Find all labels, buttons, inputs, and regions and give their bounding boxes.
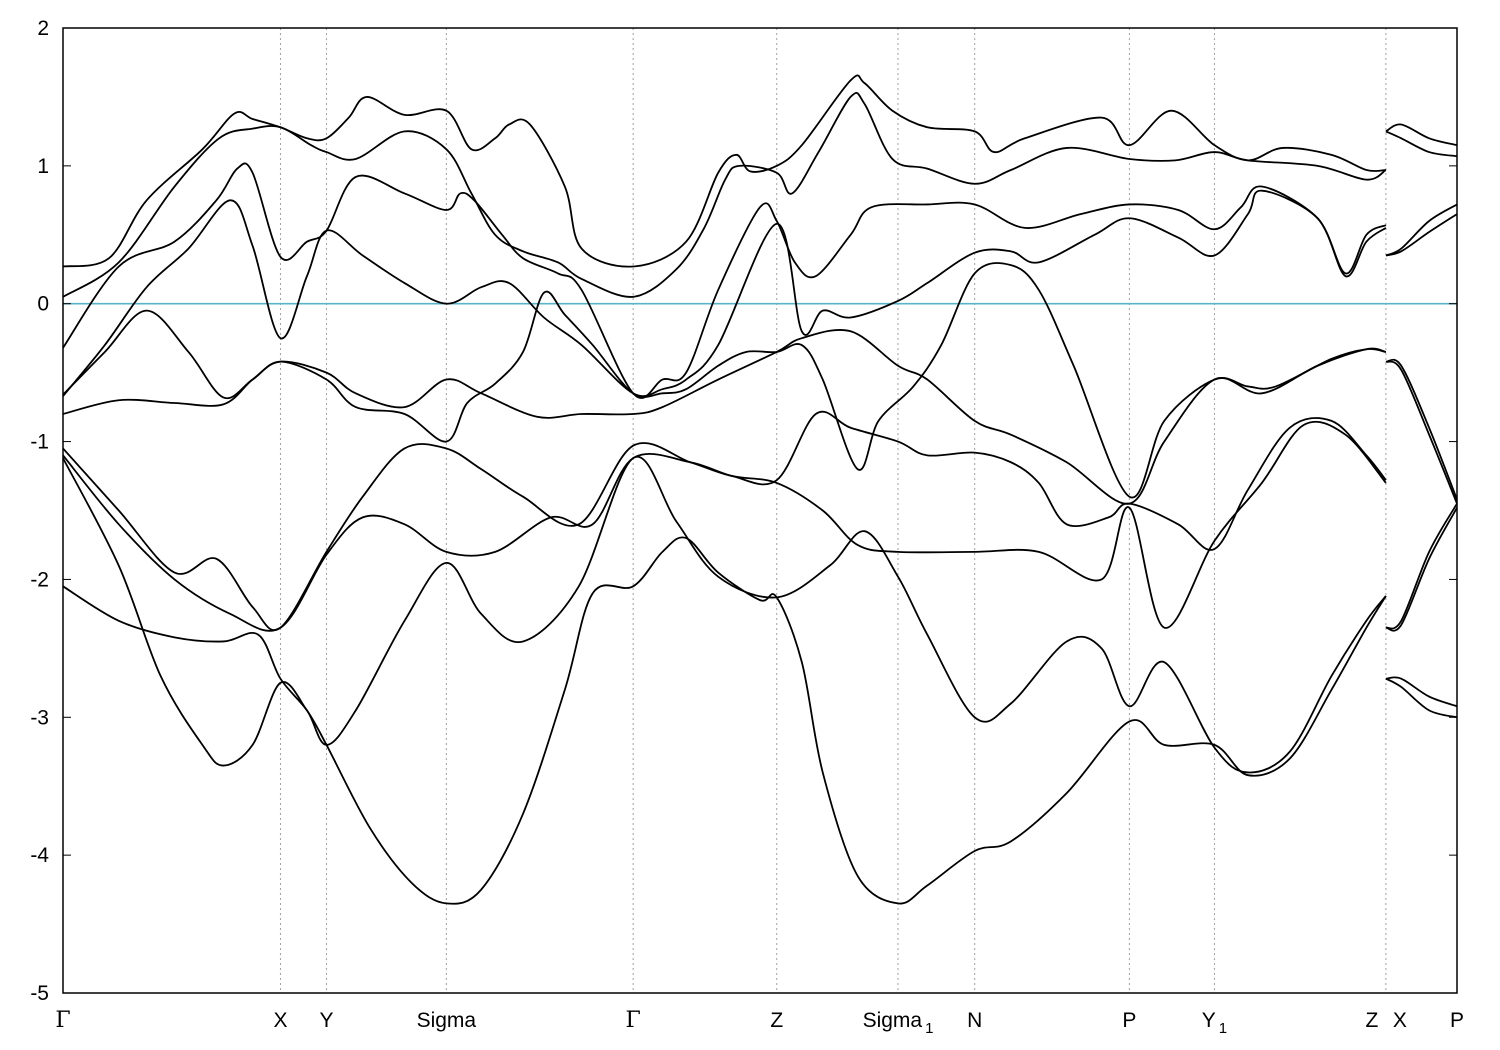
y-tick-label: -2	[30, 568, 49, 591]
plot-frame	[62, 27, 1458, 994]
band-line	[1385, 213, 1458, 257]
band-line	[1385, 203, 1458, 257]
band-line	[1385, 677, 1458, 719]
band-lines	[62, 74, 1458, 905]
band-line	[62, 455, 1387, 774]
x-axis: Γ X Y Sigma Γ Z Sigma 1 N P Y 1 Z X P	[55, 1008, 1464, 1037]
band-line	[1385, 358, 1458, 500]
x-tick-label: N	[967, 1009, 982, 1032]
y-tick-label: 1	[37, 155, 49, 178]
band-line	[62, 329, 1387, 505]
x-tick-label: P	[1122, 1009, 1136, 1032]
y-tick-label: -4	[30, 844, 49, 867]
band-line	[62, 420, 1387, 632]
y-tick-label: -1	[30, 431, 49, 454]
x-tick-label: X	[1393, 1009, 1407, 1032]
grid-lines	[279, 28, 1387, 993]
band-line	[62, 536, 1387, 905]
band-line	[62, 74, 1386, 268]
y-tick-label: -3	[30, 706, 49, 729]
y-axis: 2 1 0 -1 -2 -3 -4 -5	[30, 17, 1457, 1005]
band-line	[62, 189, 1387, 397]
band-line	[1385, 123, 1458, 147]
band-line	[1385, 503, 1458, 630]
x-tick-label: P	[1450, 1009, 1464, 1032]
x-tick-label: Z	[770, 1009, 783, 1032]
band-line	[62, 410, 1387, 631]
band-line	[1385, 676, 1458, 708]
x-tick-label: X	[273, 1009, 287, 1032]
band-line	[62, 162, 1387, 399]
y-tick-label: -5	[30, 982, 49, 1005]
x-tick-label: Γ	[55, 1008, 70, 1033]
band-line	[1385, 360, 1458, 504]
x-tick-label: Sigma 1	[863, 1009, 934, 1037]
band-line	[62, 91, 1387, 298]
y-tick-label: 0	[37, 293, 49, 316]
y-tick-label: 2	[37, 17, 49, 40]
band-line	[1385, 507, 1458, 632]
x-tick-label: Y	[319, 1009, 333, 1032]
x-tick-label: Z	[1365, 1009, 1378, 1032]
band-line	[1385, 130, 1458, 158]
band-line	[62, 262, 1387, 499]
x-tick-label: Sigma	[417, 1009, 477, 1032]
x-tick-label: Γ	[626, 1008, 641, 1033]
